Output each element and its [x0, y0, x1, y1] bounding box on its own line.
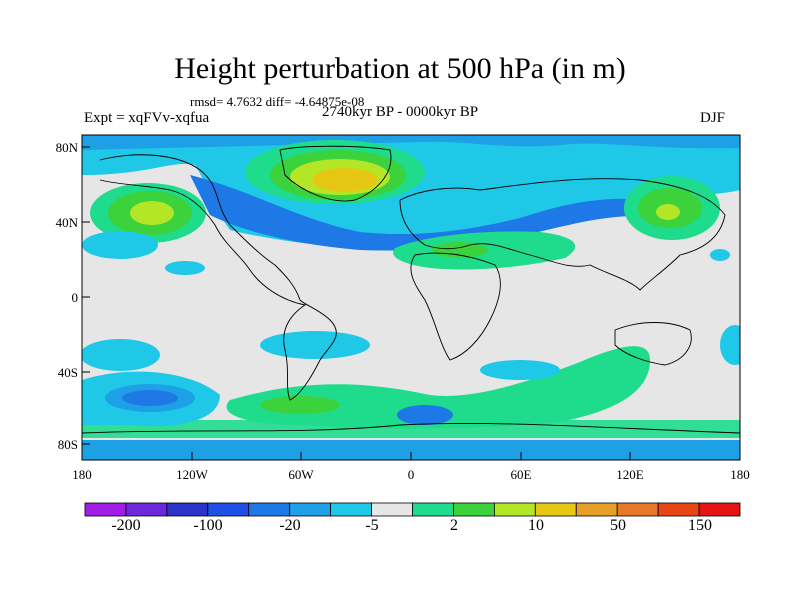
greenland-coast [279, 145, 392, 202]
colorbar-swatch [453, 502, 495, 517]
coastlines [82, 145, 740, 434]
americas-coast [99, 154, 337, 401]
midlat-green-core [432, 242, 488, 258]
colorbar-swatch [125, 502, 168, 517]
colorbar-label: 150 [688, 517, 712, 534]
colorbar-label: -5 [365, 517, 379, 534]
lat-label: 80N [55, 140, 78, 155]
colorbar-label: 2 [450, 517, 458, 534]
colorbar-label: -200 [111, 517, 141, 534]
lat-label: 40N [55, 215, 78, 230]
lon-label: 180 [72, 467, 92, 482]
colorbar-swatch [84, 502, 127, 517]
colorbar-swatch [657, 502, 700, 517]
rmsd-stats: rmsd= 4.7632 diff= -4.64875e-08 [190, 94, 365, 109]
map-title: Height perturbation at 500 hPa (in m) [174, 52, 626, 85]
lon-label: 60W [288, 467, 314, 482]
colorbar-swatch [207, 502, 250, 517]
indian-cyan [480, 360, 560, 380]
experiment-label: Expt = xqFVv-xqfua [84, 110, 210, 126]
axis-ticks [81, 146, 741, 460]
contour-field [82, 135, 740, 460]
season-label: DJF [700, 110, 726, 126]
south-atl-blue [397, 405, 453, 425]
antarctica-coast [82, 422, 740, 434]
negative-anomalies [82, 231, 740, 460]
africa-coast [410, 252, 501, 361]
south-pacific-cyan [82, 339, 160, 371]
antarctic-green [82, 420, 740, 438]
colorbar-swatch [493, 502, 536, 517]
colorbar-swatch [412, 502, 454, 517]
lon-label: 120W [176, 467, 208, 482]
lat-label: 80S [57, 437, 78, 452]
sw-pacific-deepblue [122, 390, 178, 406]
pacific-yellowgreen [130, 201, 174, 225]
lon-label: 180 [730, 467, 750, 482]
blue-band-atlantic [190, 175, 650, 251]
lon-label: 60E [510, 467, 532, 482]
pacific-cyan-small [165, 261, 205, 275]
colorbar-swatch [575, 502, 618, 517]
colorbar-swatch [166, 502, 209, 517]
period-label: 2740kyr BP - 0000kyr BP [322, 104, 479, 120]
colorbar-label: 10 [528, 517, 544, 534]
colorbar-swatch [371, 502, 413, 517]
australia-coast [614, 322, 692, 366]
south-pole-blue [82, 440, 740, 460]
colorbar-label: 50 [610, 517, 626, 534]
nz-cyan [720, 325, 740, 365]
colorbar-label: -100 [193, 517, 223, 534]
greenland-yellow [312, 168, 378, 192]
lon-label: 120E [616, 467, 644, 482]
colorbar-swatch [330, 502, 372, 517]
colorbar-swatch [289, 502, 332, 517]
positive-anomalies [82, 135, 740, 438]
pacific-cyan-patch [82, 231, 158, 259]
lat-label: 40S [57, 365, 78, 380]
colorbar-swatch [698, 502, 741, 517]
lon-label: 0 [407, 467, 415, 482]
colorbar-label: -20 [279, 517, 301, 534]
colorbar-swatch [248, 502, 291, 517]
colorbar-swatch [534, 502, 577, 517]
eurasia-coast [399, 178, 726, 291]
southern-green-core [260, 396, 340, 414]
lat-label: 0 [71, 290, 79, 305]
arctic-blue [82, 135, 740, 150]
eastasia-yellowgreen [656, 204, 680, 220]
colorbar [84, 502, 741, 517]
colorbar-swatch [616, 502, 659, 517]
south-atlantic-cyan [260, 331, 370, 359]
east-pacific-cyan [710, 249, 730, 261]
